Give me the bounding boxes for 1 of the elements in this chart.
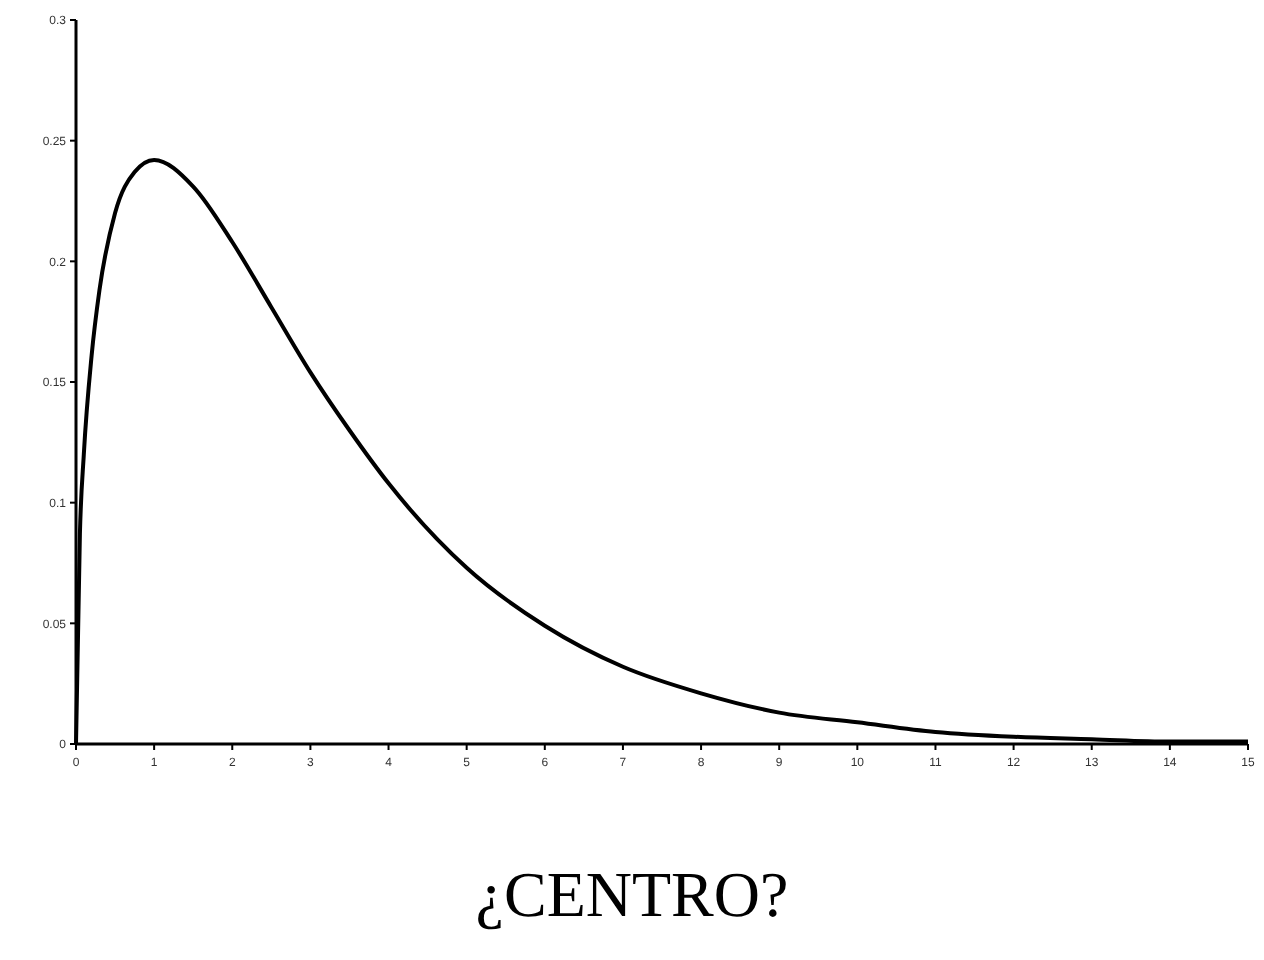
text: ¿CENTRO? xyxy=(475,858,789,930)
